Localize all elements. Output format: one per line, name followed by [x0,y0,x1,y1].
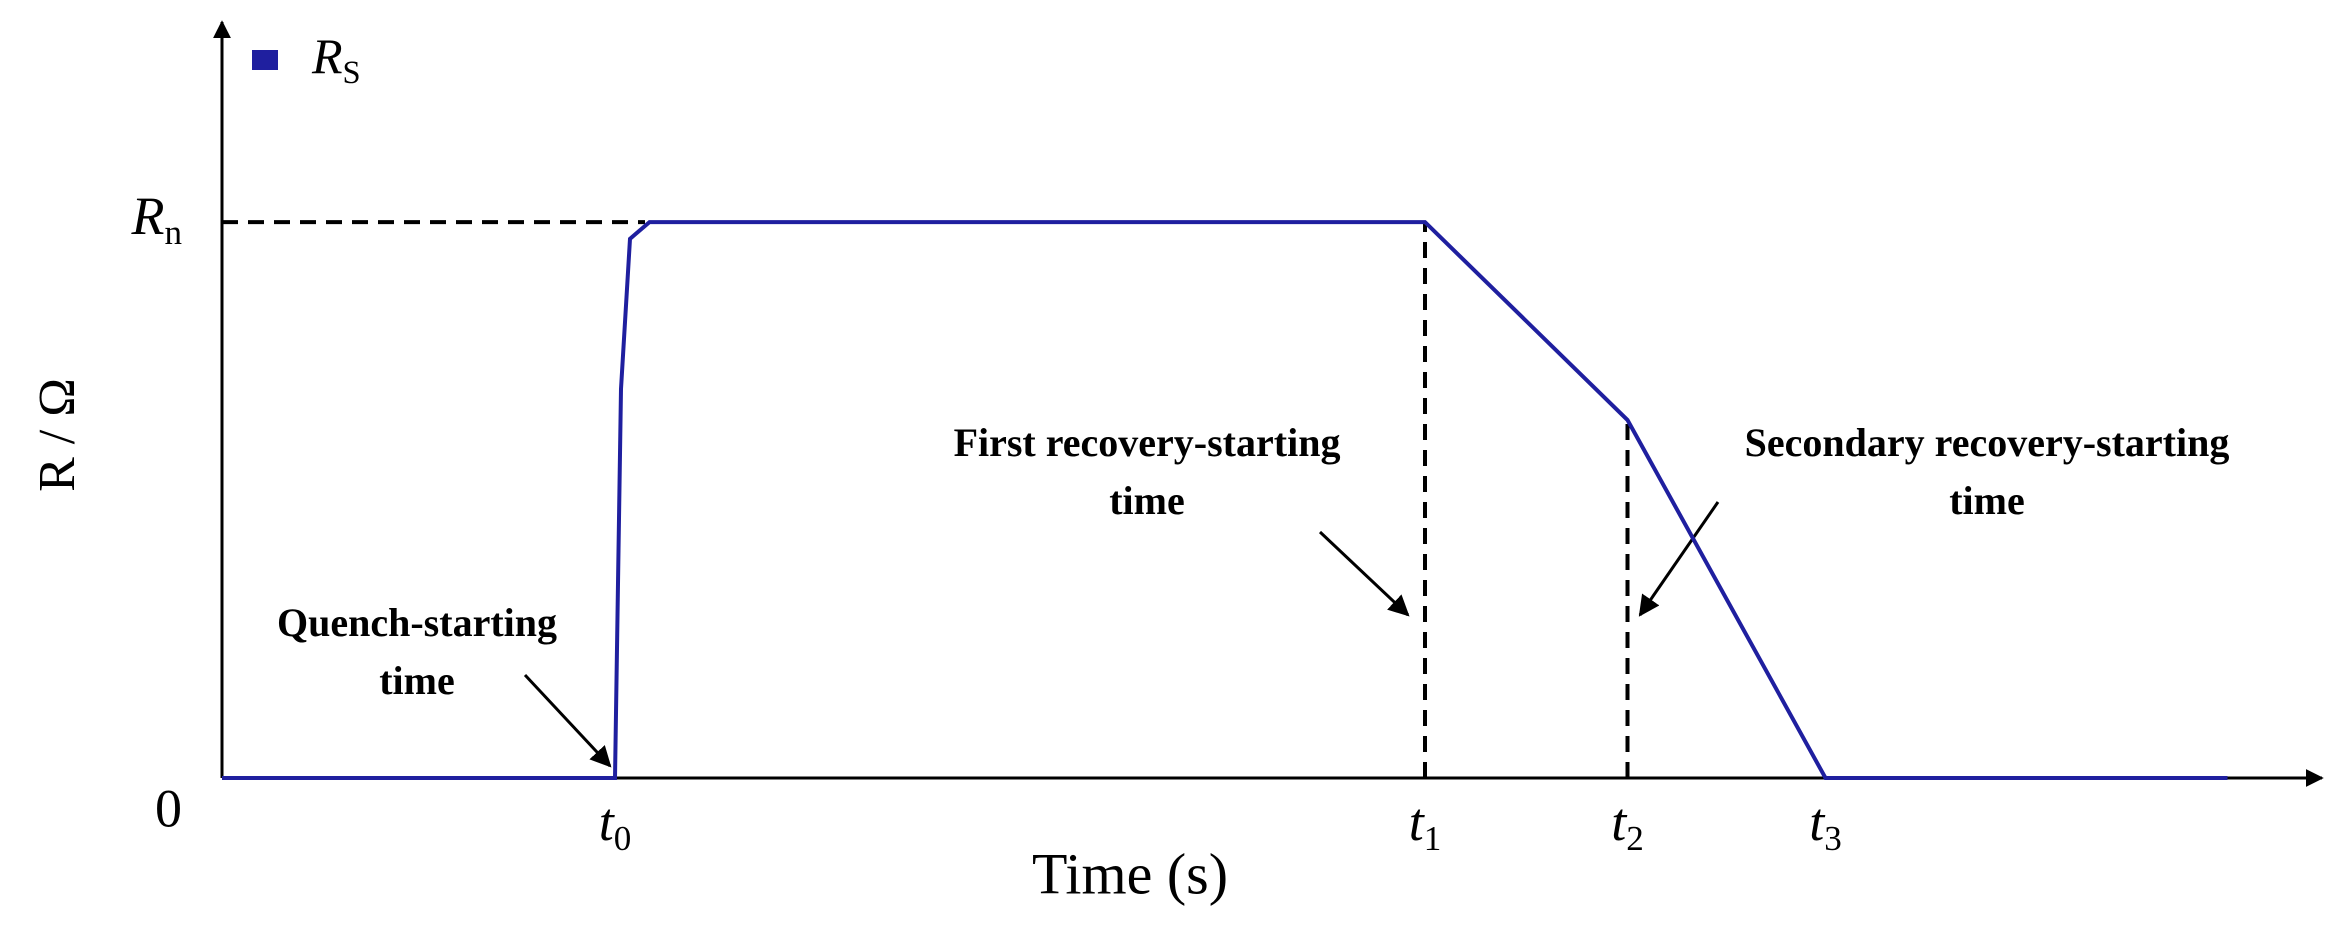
annotation: Secondary recovery-starting [1745,420,2230,465]
x-axis-label: Time (s) [1032,841,1228,906]
x-tick-label: t2 [1611,792,1644,858]
annotation-arrow [1638,501,1720,617]
x-tick-label: t1 [1409,792,1442,858]
y-axis-label: R / Ω [29,378,86,492]
annotation: time [379,658,455,703]
annotation: Quench-starting [277,600,557,645]
legend-label: RS [311,28,361,91]
annotation: First recovery-starting [954,420,1341,465]
x-tick-label: t0 [599,792,632,858]
annotation: time [1949,478,2025,523]
annotation-arrow [1318,530,1410,617]
x-tick-label: t3 [1809,792,1842,858]
legend-swatch [252,50,278,70]
y-tick-label: Rn [130,187,182,253]
y-tick-label: 0 [155,778,182,838]
annotation-arrow [523,673,612,768]
annotation: time [1109,478,1185,523]
data-line [222,220,2228,780]
